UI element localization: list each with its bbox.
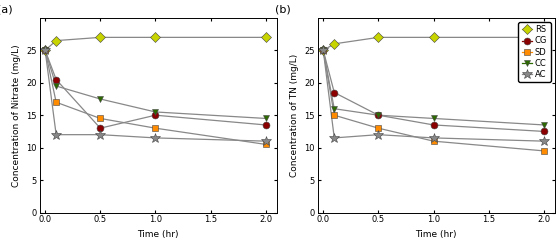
Y-axis label: Concentration of Nitrate (mg/L): Concentration of Nitrate (mg/L) <box>12 44 21 187</box>
X-axis label: Time (hr): Time (hr) <box>415 230 457 239</box>
Y-axis label: Concentration of TN (mg/L): Concentration of TN (mg/L) <box>290 53 299 177</box>
Text: (b): (b) <box>275 4 291 14</box>
X-axis label: Time (hr): Time (hr) <box>138 230 179 239</box>
Text: (a): (a) <box>0 4 12 14</box>
Legend: RS, CG, SD, CC, AC: RS, CG, SD, CC, AC <box>518 22 551 82</box>
